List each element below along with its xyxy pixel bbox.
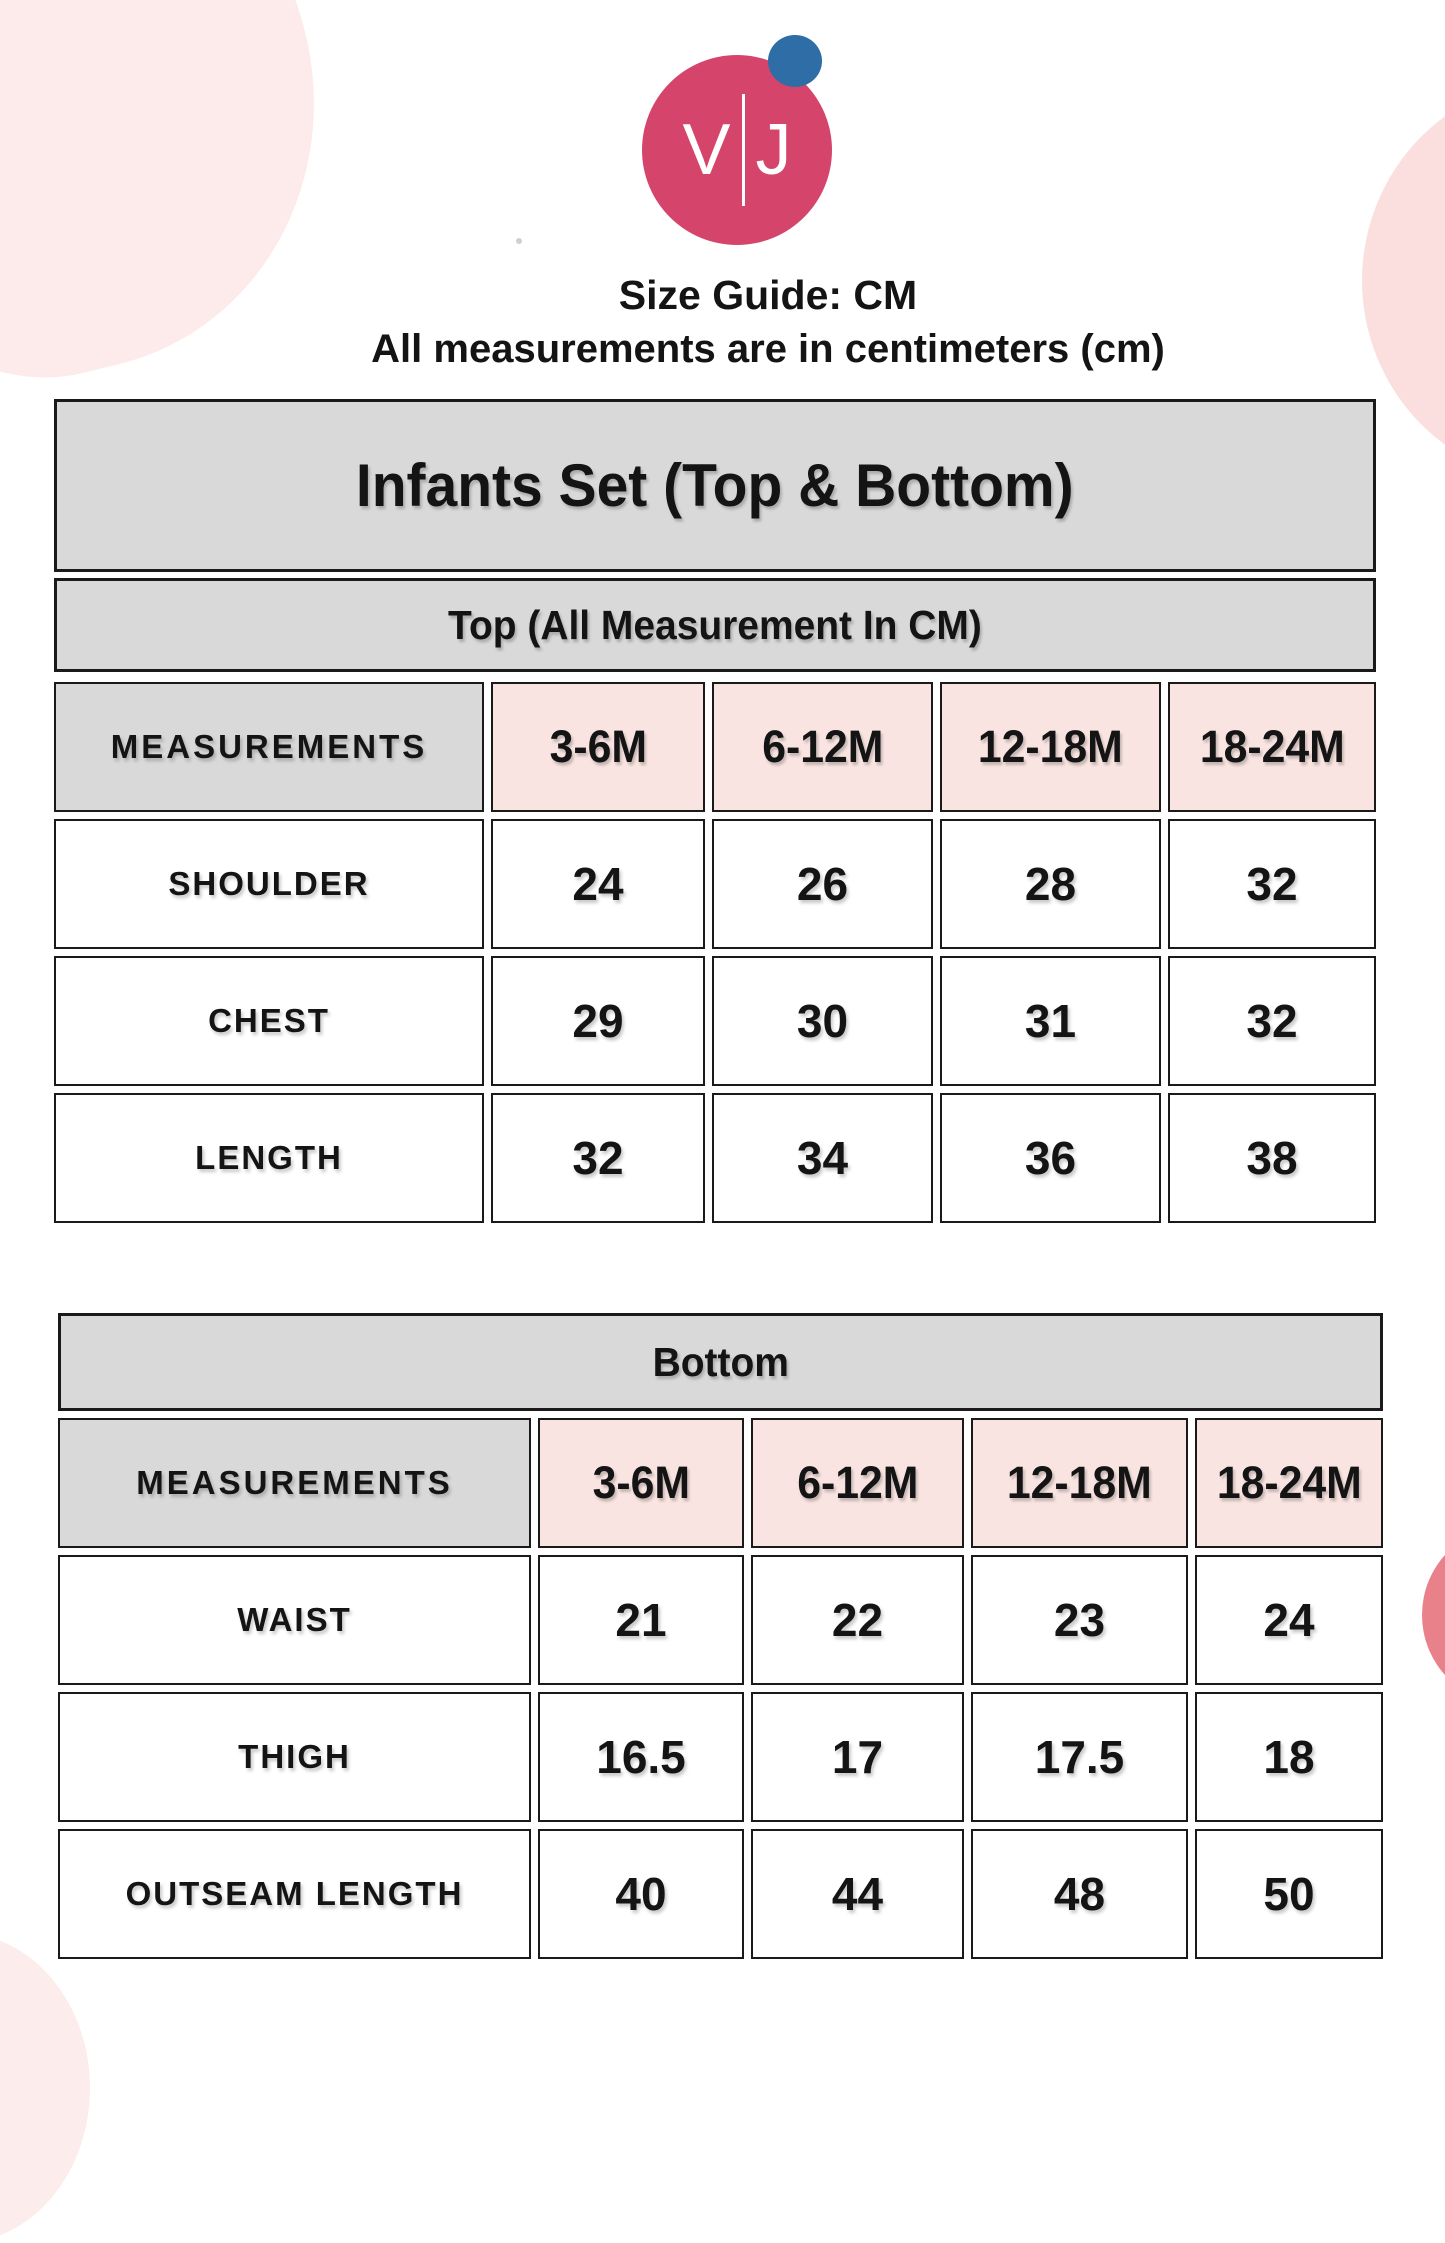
bottom-measurements-table: MEASUREMENTS 3-6M 6-12M 12-18M 18-24M WA… [58, 1418, 1383, 1959]
intro-heading-block: Size Guide: CM All measurements are in c… [91, 270, 1445, 374]
logo-accent-dot [768, 35, 822, 87]
value-cell: 17.5 [971, 1692, 1188, 1822]
size-column-header: 3-6M [538, 1418, 744, 1548]
product-title: Infants Set (Top & Bottom) [356, 452, 1074, 519]
value-cell: 38 [1168, 1093, 1376, 1223]
section-bar-top-caption: Top (All Measurement In CM) [54, 578, 1376, 672]
table-header-cell: MEASUREMENTS [54, 682, 484, 812]
section-bar-bottom-caption: Bottom [58, 1313, 1383, 1411]
value-cell: 34 [712, 1093, 933, 1223]
value-cell: 24 [491, 819, 705, 949]
table-header-cell: MEASUREMENTS [58, 1418, 531, 1548]
value-cell: 50 [1195, 1829, 1383, 1959]
brand-logo-monogram: V J [682, 94, 792, 206]
size-column-header: 6-12M [712, 682, 933, 812]
row-label-cell: OUTSEAM LENGTH [58, 1829, 531, 1959]
row-label-cell: SHOULDER [54, 819, 484, 949]
size-column-header: 6-12M [751, 1418, 964, 1548]
page-subtitle: All measurements are in centimeters (cm) [371, 327, 1165, 372]
section-bar-product-title: Infants Set (Top & Bottom) [54, 399, 1376, 572]
value-cell: 30 [712, 956, 933, 1086]
value-cell: 32 [491, 1093, 705, 1223]
value-cell: 31 [940, 956, 1161, 1086]
value-cell: 28 [940, 819, 1161, 949]
top-table-caption: Top (All Measurement In CM) [448, 601, 982, 648]
value-cell: 23 [971, 1555, 1188, 1685]
size-column-header: 12-18M [971, 1418, 1188, 1548]
value-cell: 26 [712, 819, 933, 949]
value-cell: 32 [1168, 956, 1376, 1086]
logo-letter-right: J [755, 110, 792, 190]
value-cell: 18 [1195, 1692, 1383, 1822]
value-cell: 17 [751, 1692, 964, 1822]
row-label-cell: THIGH [58, 1692, 531, 1822]
value-cell: 44 [751, 1829, 964, 1959]
value-cell: 48 [971, 1829, 1188, 1959]
decor-speck [516, 238, 522, 244]
row-label-cell: CHEST [54, 956, 484, 1086]
value-cell: 36 [940, 1093, 1161, 1223]
brand-logo-circle: V J [642, 55, 832, 245]
bottom-table-caption: Bottom [652, 1338, 789, 1385]
value-cell: 21 [538, 1555, 744, 1685]
value-cell: 16.5 [538, 1692, 744, 1822]
value-cell: 22 [751, 1555, 964, 1685]
size-column-header: 18-24M [1195, 1418, 1383, 1548]
value-cell: 24 [1195, 1555, 1383, 1685]
value-cell: 40 [538, 1829, 744, 1959]
logo-divider-line [741, 94, 745, 206]
page-title: Size Guide: CM [618, 272, 918, 318]
logo-letter-left: V [682, 110, 731, 190]
value-cell: 29 [491, 956, 705, 1086]
size-column-header: 12-18M [940, 682, 1161, 812]
value-cell: 32 [1168, 819, 1376, 949]
row-label-cell: WAIST [58, 1555, 531, 1685]
size-column-header: 18-24M [1168, 682, 1376, 812]
top-measurements-table: MEASUREMENTS 3-6M 6-12M 12-18M 18-24M SH… [54, 682, 1376, 1223]
decor-blob-bottom-left [0, 1933, 90, 2243]
row-label-cell: LENGTH [54, 1093, 484, 1223]
size-column-header: 3-6M [491, 682, 705, 812]
decor-blob-right-edge [1422, 1525, 1445, 1705]
